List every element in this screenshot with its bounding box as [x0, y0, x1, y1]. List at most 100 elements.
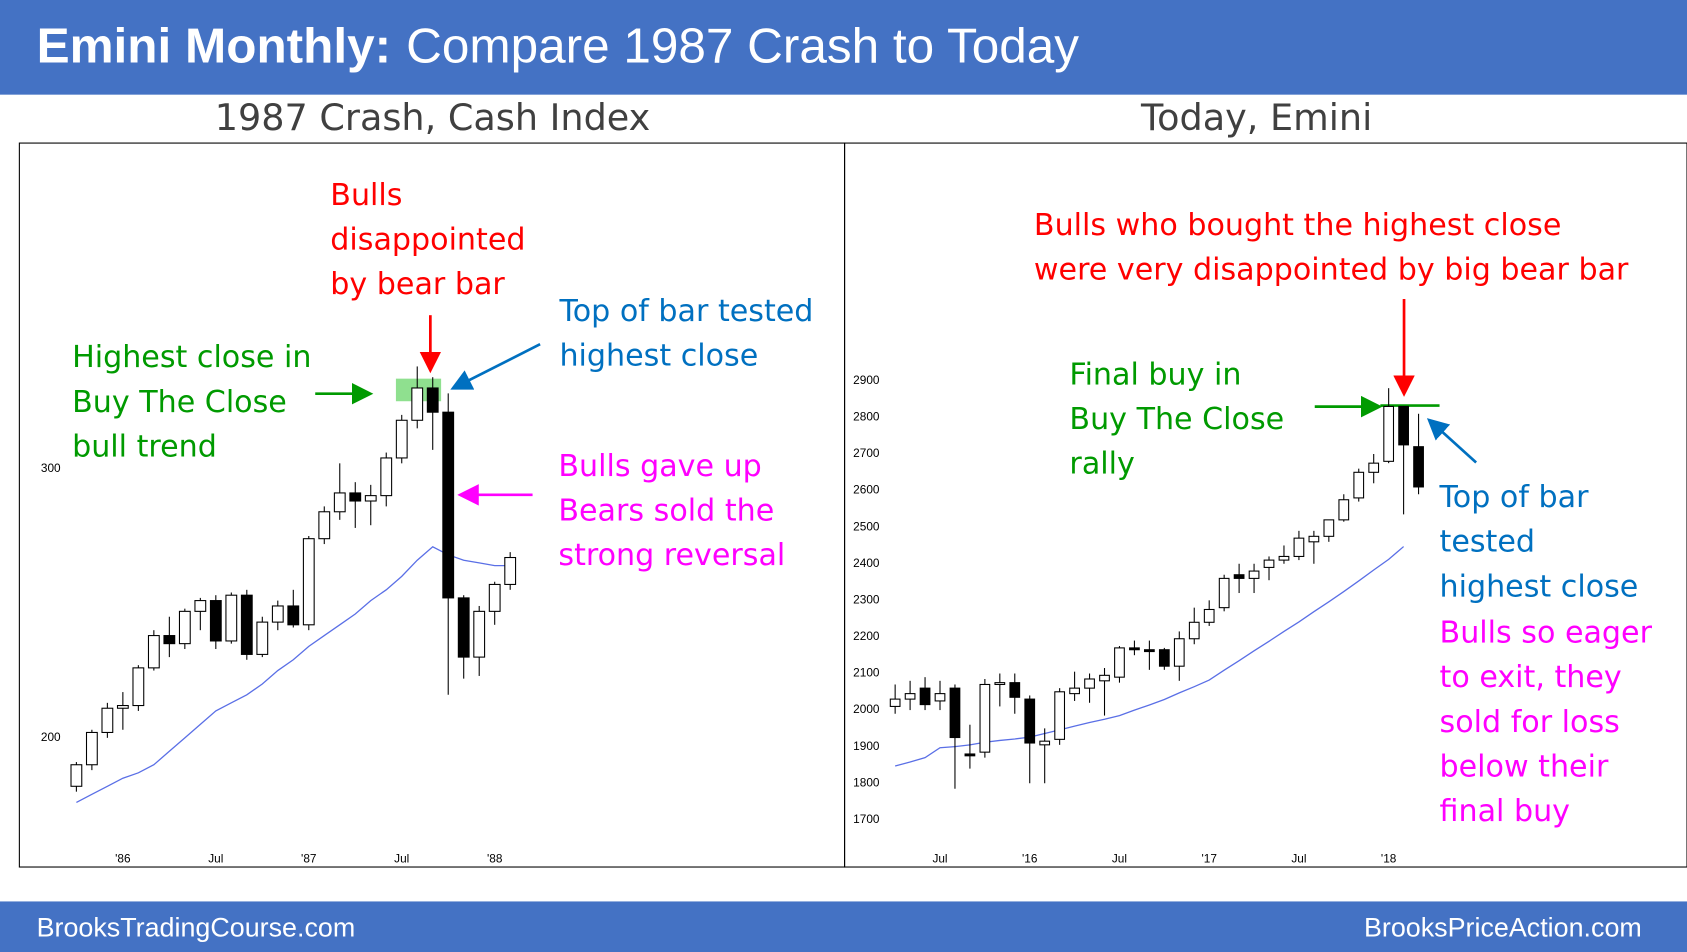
annotation: Top of bar tested highest close	[558, 293, 813, 373]
candle-body	[380, 457, 393, 497]
annotation: Highest close in Buy The Close bull trend	[72, 340, 311, 464]
annotation-line: tested	[1440, 524, 1535, 559]
candle-body	[225, 594, 238, 642]
annotation-line: bull trend	[72, 429, 217, 464]
candle-body	[163, 635, 176, 645]
candle-body	[1383, 405, 1395, 462]
candle-body	[364, 495, 377, 502]
footer-right: BrooksPriceAction.com	[1364, 913, 1642, 943]
y-tick-label: 2100	[853, 666, 880, 680]
candle-body	[1024, 698, 1036, 744]
annotation: Final buy in Buy The Close rally	[1069, 357, 1284, 481]
y-tick-label: 1900	[853, 739, 880, 753]
annotation-line: Bulls who bought the highest close	[1034, 207, 1561, 242]
candle-body	[194, 600, 207, 612]
x-tick-label: '18	[1381, 852, 1397, 866]
x-tick-label: '17	[1201, 852, 1216, 866]
candle-body	[287, 605, 300, 626]
annotation-line: Top of bar tested	[558, 293, 813, 328]
y-tick-label: 2800	[853, 410, 880, 424]
candle-body	[426, 387, 439, 413]
y-tick-label: 300	[41, 461, 61, 475]
candle-body	[318, 511, 331, 540]
annotation: Bulls gave up Bears sold the strong revers…	[558, 448, 785, 572]
candle-body	[1143, 649, 1155, 653]
candle-body	[178, 610, 191, 645]
candle-body	[1203, 608, 1215, 623]
title-rest: Compare 1987 Crash to Today	[406, 19, 1079, 74]
annotation-line: disappointed	[330, 222, 525, 257]
annotation-line: by bear bar	[330, 267, 505, 302]
candle-body	[979, 683, 991, 753]
annotation-line: Top of bar	[1439, 480, 1590, 515]
x-tick-label: Jul	[932, 852, 947, 866]
candle-body	[1218, 577, 1230, 609]
y-tick-label: 2200	[853, 629, 880, 643]
y-tick-label: 1700	[853, 812, 880, 826]
y-tick-label: 2500	[853, 519, 880, 533]
candle-body	[1084, 678, 1095, 689]
annotation: Bulls who bought the highest close were v…	[1034, 207, 1629, 287]
candle-body	[271, 605, 284, 623]
footer-left: BrooksTradingCourse.com	[37, 913, 356, 943]
candle-body	[1293, 537, 1305, 557]
candle-body	[1233, 574, 1245, 579]
annotation: Bulls disappointed by bear bar	[330, 177, 525, 301]
candle-body	[1278, 555, 1290, 561]
annotation-line: Bulls gave up	[558, 448, 761, 483]
candle-body	[1099, 674, 1110, 682]
y-tick-label: 2300	[853, 592, 880, 606]
chart-title: Today, Emini	[1140, 96, 1372, 139]
arrow	[1426, 418, 1478, 464]
footer-bar	[0, 901, 1687, 952]
y-tick-label: 1800	[853, 775, 880, 789]
candle-body	[488, 583, 501, 612]
annotation-line: Bulls so eager	[1440, 615, 1653, 650]
candle-body	[70, 764, 83, 787]
candle-body	[116, 705, 129, 709]
candle-body	[1114, 647, 1125, 678]
candle-body	[1263, 559, 1275, 568]
chart-title: 1987 Crash, Cash Index	[215, 96, 651, 139]
annotation-line: strong reversal	[558, 538, 785, 573]
x-tick-label: Jul	[1112, 852, 1127, 866]
candle-body	[209, 600, 222, 642]
annotation-line: below their	[1440, 749, 1609, 784]
annotation-line: Final buy in	[1069, 357, 1241, 392]
candle-body	[442, 411, 455, 599]
x-tick-label: Jul	[1291, 852, 1306, 866]
candle-body	[333, 492, 346, 513]
x-tick-label: '86	[115, 852, 131, 866]
candle-body	[1338, 499, 1350, 521]
annotation-line: Buy The Close	[1069, 402, 1284, 437]
annotation: Bulls so eager to exit, they sold for loss…	[1440, 615, 1653, 829]
candle-body	[1188, 621, 1200, 640]
candle-body	[994, 682, 1006, 686]
annotation-line: Buy The Close	[72, 384, 287, 419]
candle-body	[1368, 462, 1380, 473]
candle-body	[1129, 647, 1140, 651]
annotation: Top of bar tested highest close	[1439, 480, 1639, 604]
candle-body	[349, 492, 362, 502]
candle-body	[132, 667, 145, 707]
x-tick-label: '88	[487, 852, 503, 866]
annotation-line: Bulls	[330, 177, 402, 212]
candle-body	[101, 707, 114, 733]
candle-body	[395, 419, 408, 459]
candle-body	[949, 687, 961, 739]
candle-body	[256, 621, 269, 655]
candle-body	[504, 556, 517, 585]
candle-body	[411, 387, 424, 421]
candle-body	[473, 610, 486, 658]
slide-title: Emini Monthly: Compare 1987 Crash to Toda…	[37, 19, 1080, 74]
x-tick-label: '16	[1022, 852, 1038, 866]
candle-body	[1248, 570, 1260, 579]
y-tick-label: 2700	[853, 446, 880, 460]
candle-body	[457, 597, 470, 658]
moving-average	[76, 545, 511, 804]
header-bar	[0, 0, 1687, 95]
candle-body	[1308, 535, 1320, 543]
y-tick-label: 2000	[853, 702, 880, 716]
candle-body	[1069, 687, 1080, 695]
